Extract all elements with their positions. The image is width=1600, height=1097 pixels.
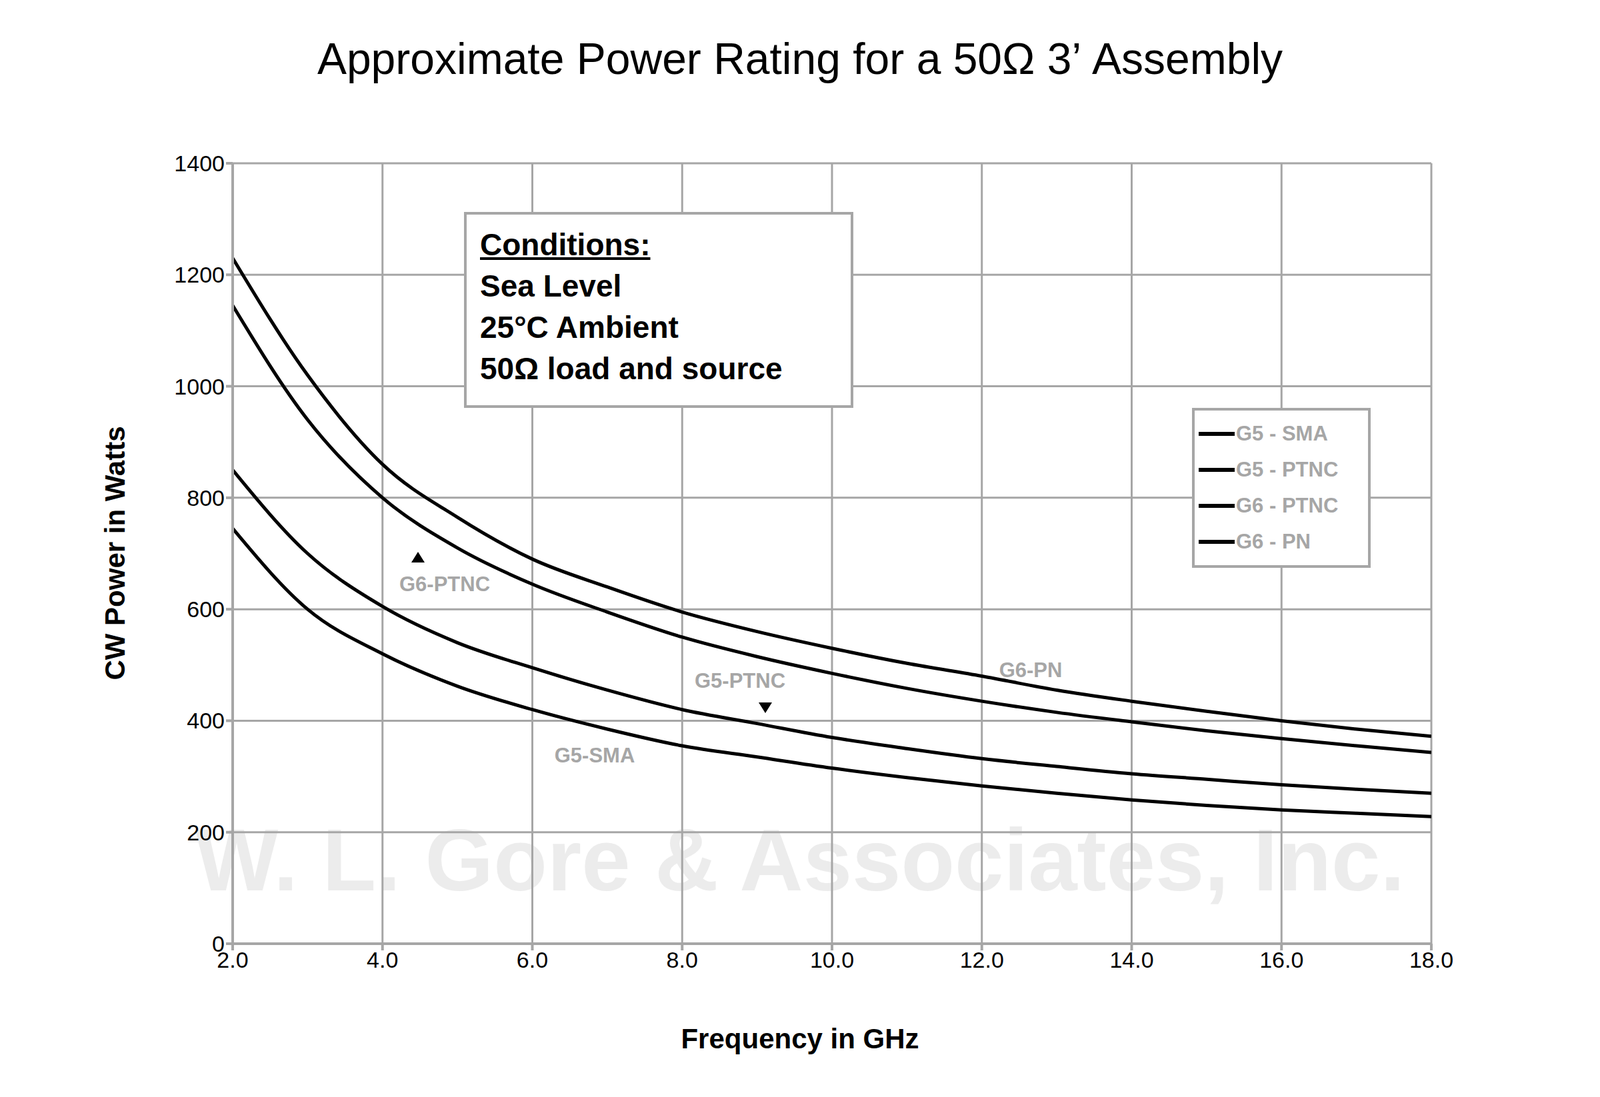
svg-text:200: 200 xyxy=(186,820,225,846)
svg-text:0: 0 xyxy=(212,931,225,957)
svg-text:1200: 1200 xyxy=(174,262,225,288)
svg-text:16.0: 16.0 xyxy=(1259,947,1304,973)
svg-text:800: 800 xyxy=(186,485,225,511)
svg-text:12.0: 12.0 xyxy=(960,947,1004,973)
svg-text:14.0: 14.0 xyxy=(1109,947,1154,973)
svg-text:600: 600 xyxy=(186,596,225,622)
svg-text:10.0: 10.0 xyxy=(810,947,854,973)
svg-text:1400: 1400 xyxy=(174,150,225,176)
svg-text:6.0: 6.0 xyxy=(516,947,548,973)
svg-text:4.0: 4.0 xyxy=(366,947,398,973)
svg-text:1000: 1000 xyxy=(174,374,225,400)
svg-text:400: 400 xyxy=(186,708,225,734)
svg-text:8.0: 8.0 xyxy=(666,947,698,973)
svg-text:18.0: 18.0 xyxy=(1409,947,1454,973)
